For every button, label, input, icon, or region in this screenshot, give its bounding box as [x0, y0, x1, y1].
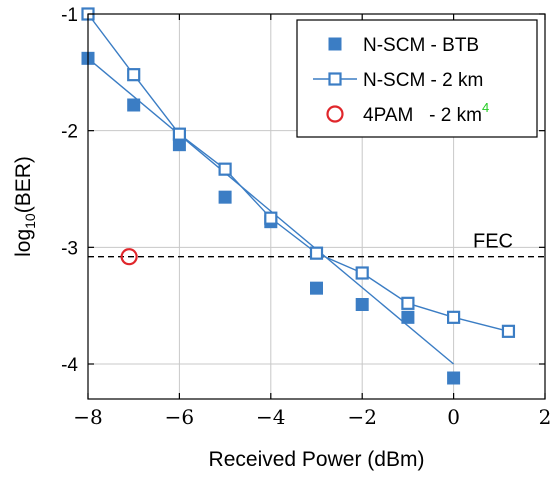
plot-frame [87, 13, 546, 400]
x-tick-label: 0 [447, 405, 460, 429]
fit-line [87, 57, 455, 365]
x-tick-label: −8 [73, 405, 102, 429]
x-tick-label: −4 [256, 405, 285, 429]
legend-marker [326, 105, 344, 123]
data-point [355, 298, 369, 311]
y-label-rest: (BER) [12, 156, 35, 213]
data-point [447, 310, 461, 324]
data-point [127, 68, 141, 82]
fec-label: FEC [473, 231, 513, 253]
data-point [172, 127, 186, 141]
data-point [401, 310, 415, 324]
y-axis-ticks: -1 -2 -3 -4 [61, 5, 545, 376]
data-point [120, 248, 138, 266]
x-tick-label: −6 [165, 405, 194, 429]
data-point [127, 98, 141, 112]
data-point [264, 211, 278, 225]
y-label-base: log [12, 229, 35, 257]
y-tick-label: -1 [61, 5, 78, 26]
data-point [355, 266, 369, 280]
legend-label: N-SCM - 2 km [363, 70, 483, 91]
data-point [447, 371, 461, 385]
y-tick-label: -4 [61, 355, 78, 376]
x-axis-ticks: −8 −6 −4 −2 0 2 [73, 14, 551, 429]
fit-lines [87, 57, 455, 365]
series-2 [120, 248, 138, 266]
legend-marker [328, 37, 342, 51]
y-label-subscript: 10 [22, 213, 38, 229]
data-point [501, 324, 516, 338]
y-tick-label: -3 [61, 238, 78, 259]
data-point [310, 281, 323, 295]
data-point [401, 296, 415, 310]
y-axis-label: log10(BER) [12, 156, 38, 257]
data-point [218, 190, 232, 204]
legend-superscript: 4 [482, 100, 489, 115]
data-point [218, 162, 232, 176]
legend-marker [328, 72, 342, 86]
data-point [309, 246, 324, 260]
x-tick-label: 2 [539, 405, 552, 429]
x-tick-label: −2 [347, 405, 376, 429]
legend-label: 4PAM - 2 km4 [363, 100, 489, 126]
series-0 [81, 51, 461, 385]
legend: N-SCM - BTB N-SCM - 2 km 4PAM - 2 km4 [296, 19, 538, 138]
y-tick-label: -2 [61, 122, 78, 143]
legend-label: N-SCM - BTB [363, 35, 479, 56]
series-line [87, 13, 509, 333]
series-layer [81, 7, 516, 385]
data-point [172, 138, 186, 152]
x-axis-label: Received Power (dBm) [209, 448, 425, 471]
